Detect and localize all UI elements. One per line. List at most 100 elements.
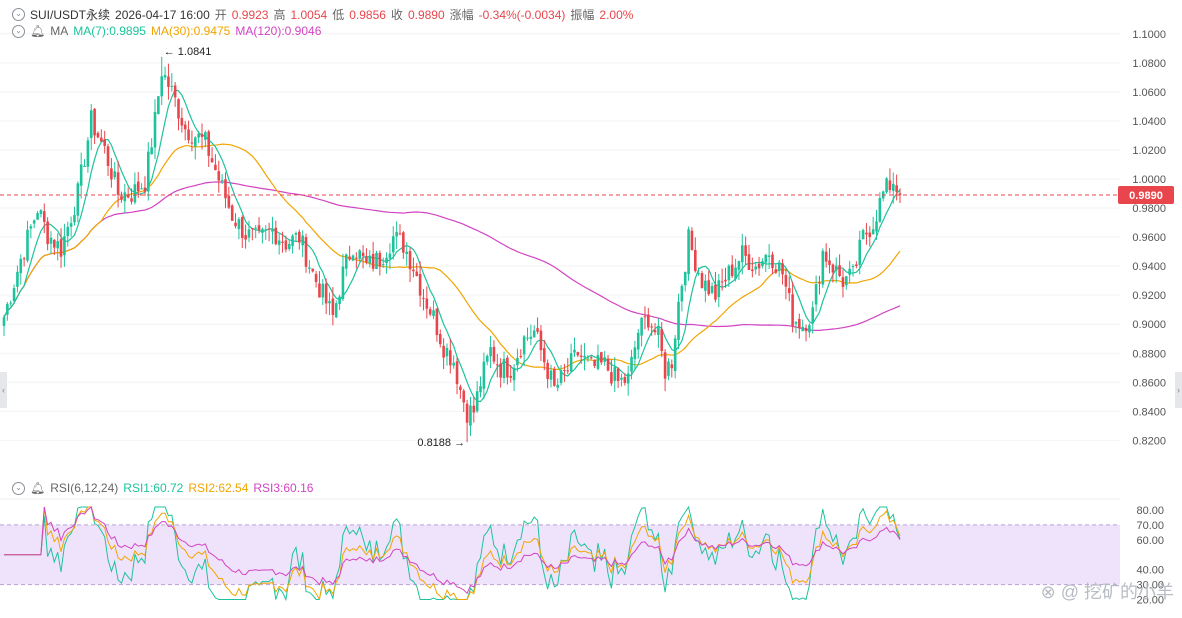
candle-body xyxy=(455,361,459,385)
candle-body xyxy=(210,158,214,163)
candle-body xyxy=(418,273,422,296)
candles xyxy=(2,56,902,443)
candle-body xyxy=(29,226,33,229)
candle-body xyxy=(207,131,211,156)
candle-body xyxy=(133,184,137,203)
candle-body xyxy=(267,228,271,230)
candle-body xyxy=(586,357,590,359)
candle-body xyxy=(824,251,828,262)
amplitude-value: 2.00% xyxy=(599,7,634,22)
candle-body xyxy=(563,370,566,372)
candle-body xyxy=(834,265,838,271)
candle-body xyxy=(110,168,113,180)
candle-body xyxy=(626,373,630,384)
price-tick-label: 0.9800 xyxy=(1132,203,1166,215)
price-tick-label: 0.9400 xyxy=(1132,261,1166,273)
candle-body xyxy=(116,172,120,195)
candle-body xyxy=(381,264,385,266)
candle-body xyxy=(519,356,523,358)
price-tick-label: 1.1000 xyxy=(1132,29,1166,41)
candle-body xyxy=(724,279,727,282)
candle-body xyxy=(89,110,93,138)
candle-body xyxy=(193,137,197,147)
candle-body xyxy=(690,230,694,250)
ma-title: MA xyxy=(50,24,69,38)
candle-body xyxy=(556,384,560,388)
candle-body xyxy=(506,357,509,378)
candle-body xyxy=(754,266,758,270)
price-tick-label: 1.0600 xyxy=(1132,87,1166,99)
candle-body xyxy=(301,235,304,246)
candle-body xyxy=(217,171,221,181)
price-tick-label: 0.9600 xyxy=(1132,232,1166,244)
candle-body xyxy=(93,108,96,136)
candle-body xyxy=(777,262,781,271)
candle-body xyxy=(281,241,284,243)
candle-body xyxy=(76,183,80,216)
candle-body xyxy=(96,132,100,138)
collapse-chevron-icon[interactable]: ⌄ xyxy=(12,8,25,21)
candle-body xyxy=(395,231,398,237)
candle-body xyxy=(492,346,496,362)
candle-body xyxy=(677,301,680,341)
candle-body xyxy=(32,220,36,224)
candle-body xyxy=(187,129,190,141)
candle-body xyxy=(324,283,328,304)
candle-body xyxy=(509,375,513,378)
rsi-legend: ⌄ 🔔︎ RSI(6,12,24) RSI1:60.72 RSI2:62.54 … xyxy=(12,481,313,495)
candle-body xyxy=(6,303,9,315)
amplitude-label: 振幅 xyxy=(570,8,595,22)
candle-body xyxy=(334,303,338,318)
ma120-line xyxy=(3,181,901,331)
rsi2-value: RSI2:62.54 xyxy=(188,481,249,495)
candle-body xyxy=(469,405,472,426)
candle-body xyxy=(341,266,345,300)
candle-body xyxy=(512,367,516,381)
candle-body xyxy=(160,76,164,97)
ma30-path xyxy=(3,143,901,370)
candle-body xyxy=(277,240,281,245)
scroll-left-handle[interactable]: ‹ xyxy=(0,372,7,408)
candle-body xyxy=(781,263,784,275)
candle-body xyxy=(871,229,875,235)
rsi-tick-label: 30.00 xyxy=(1136,580,1164,592)
candle-body xyxy=(445,347,449,357)
candle-body xyxy=(623,377,627,383)
candle-body xyxy=(593,359,596,367)
change-value: -0.34%(-0.0034) xyxy=(478,7,566,22)
candle-body xyxy=(687,229,690,275)
candle-body xyxy=(338,296,341,305)
rsi-chevron-icon[interactable]: ⌄ xyxy=(12,481,25,495)
candle-body xyxy=(875,221,878,232)
candle-body xyxy=(79,164,83,186)
candle-body xyxy=(251,227,254,229)
candle-body xyxy=(791,294,794,327)
candle-body xyxy=(402,232,405,253)
candle-body xyxy=(589,357,593,359)
candle-body xyxy=(841,277,845,287)
candle-body xyxy=(485,355,489,362)
candle-body xyxy=(539,330,543,351)
candle-body xyxy=(264,229,268,231)
candle-body xyxy=(408,251,412,270)
candle-body xyxy=(42,211,46,222)
bell-icon[interactable]: 🔔︎ xyxy=(30,24,46,38)
rsi2-path xyxy=(4,506,901,601)
candle-body xyxy=(438,333,442,345)
ma7-line xyxy=(3,89,901,403)
rsi-bell-icon[interactable]: 🔔︎ xyxy=(30,481,46,495)
candle-body xyxy=(83,166,86,168)
rsi3-path xyxy=(4,506,901,595)
ma-chevron-icon[interactable]: ⌄ xyxy=(12,24,25,38)
candle-body xyxy=(140,188,143,190)
candle-body xyxy=(499,363,502,378)
candle-body xyxy=(740,245,744,263)
candle-body xyxy=(798,318,801,329)
candle-body xyxy=(546,362,549,380)
candle-body xyxy=(254,227,257,229)
candle-body xyxy=(808,325,811,333)
rsi-band xyxy=(0,524,1120,585)
scroll-right-handle[interactable]: › xyxy=(1175,372,1182,408)
change-label: 涨幅 xyxy=(449,8,474,22)
